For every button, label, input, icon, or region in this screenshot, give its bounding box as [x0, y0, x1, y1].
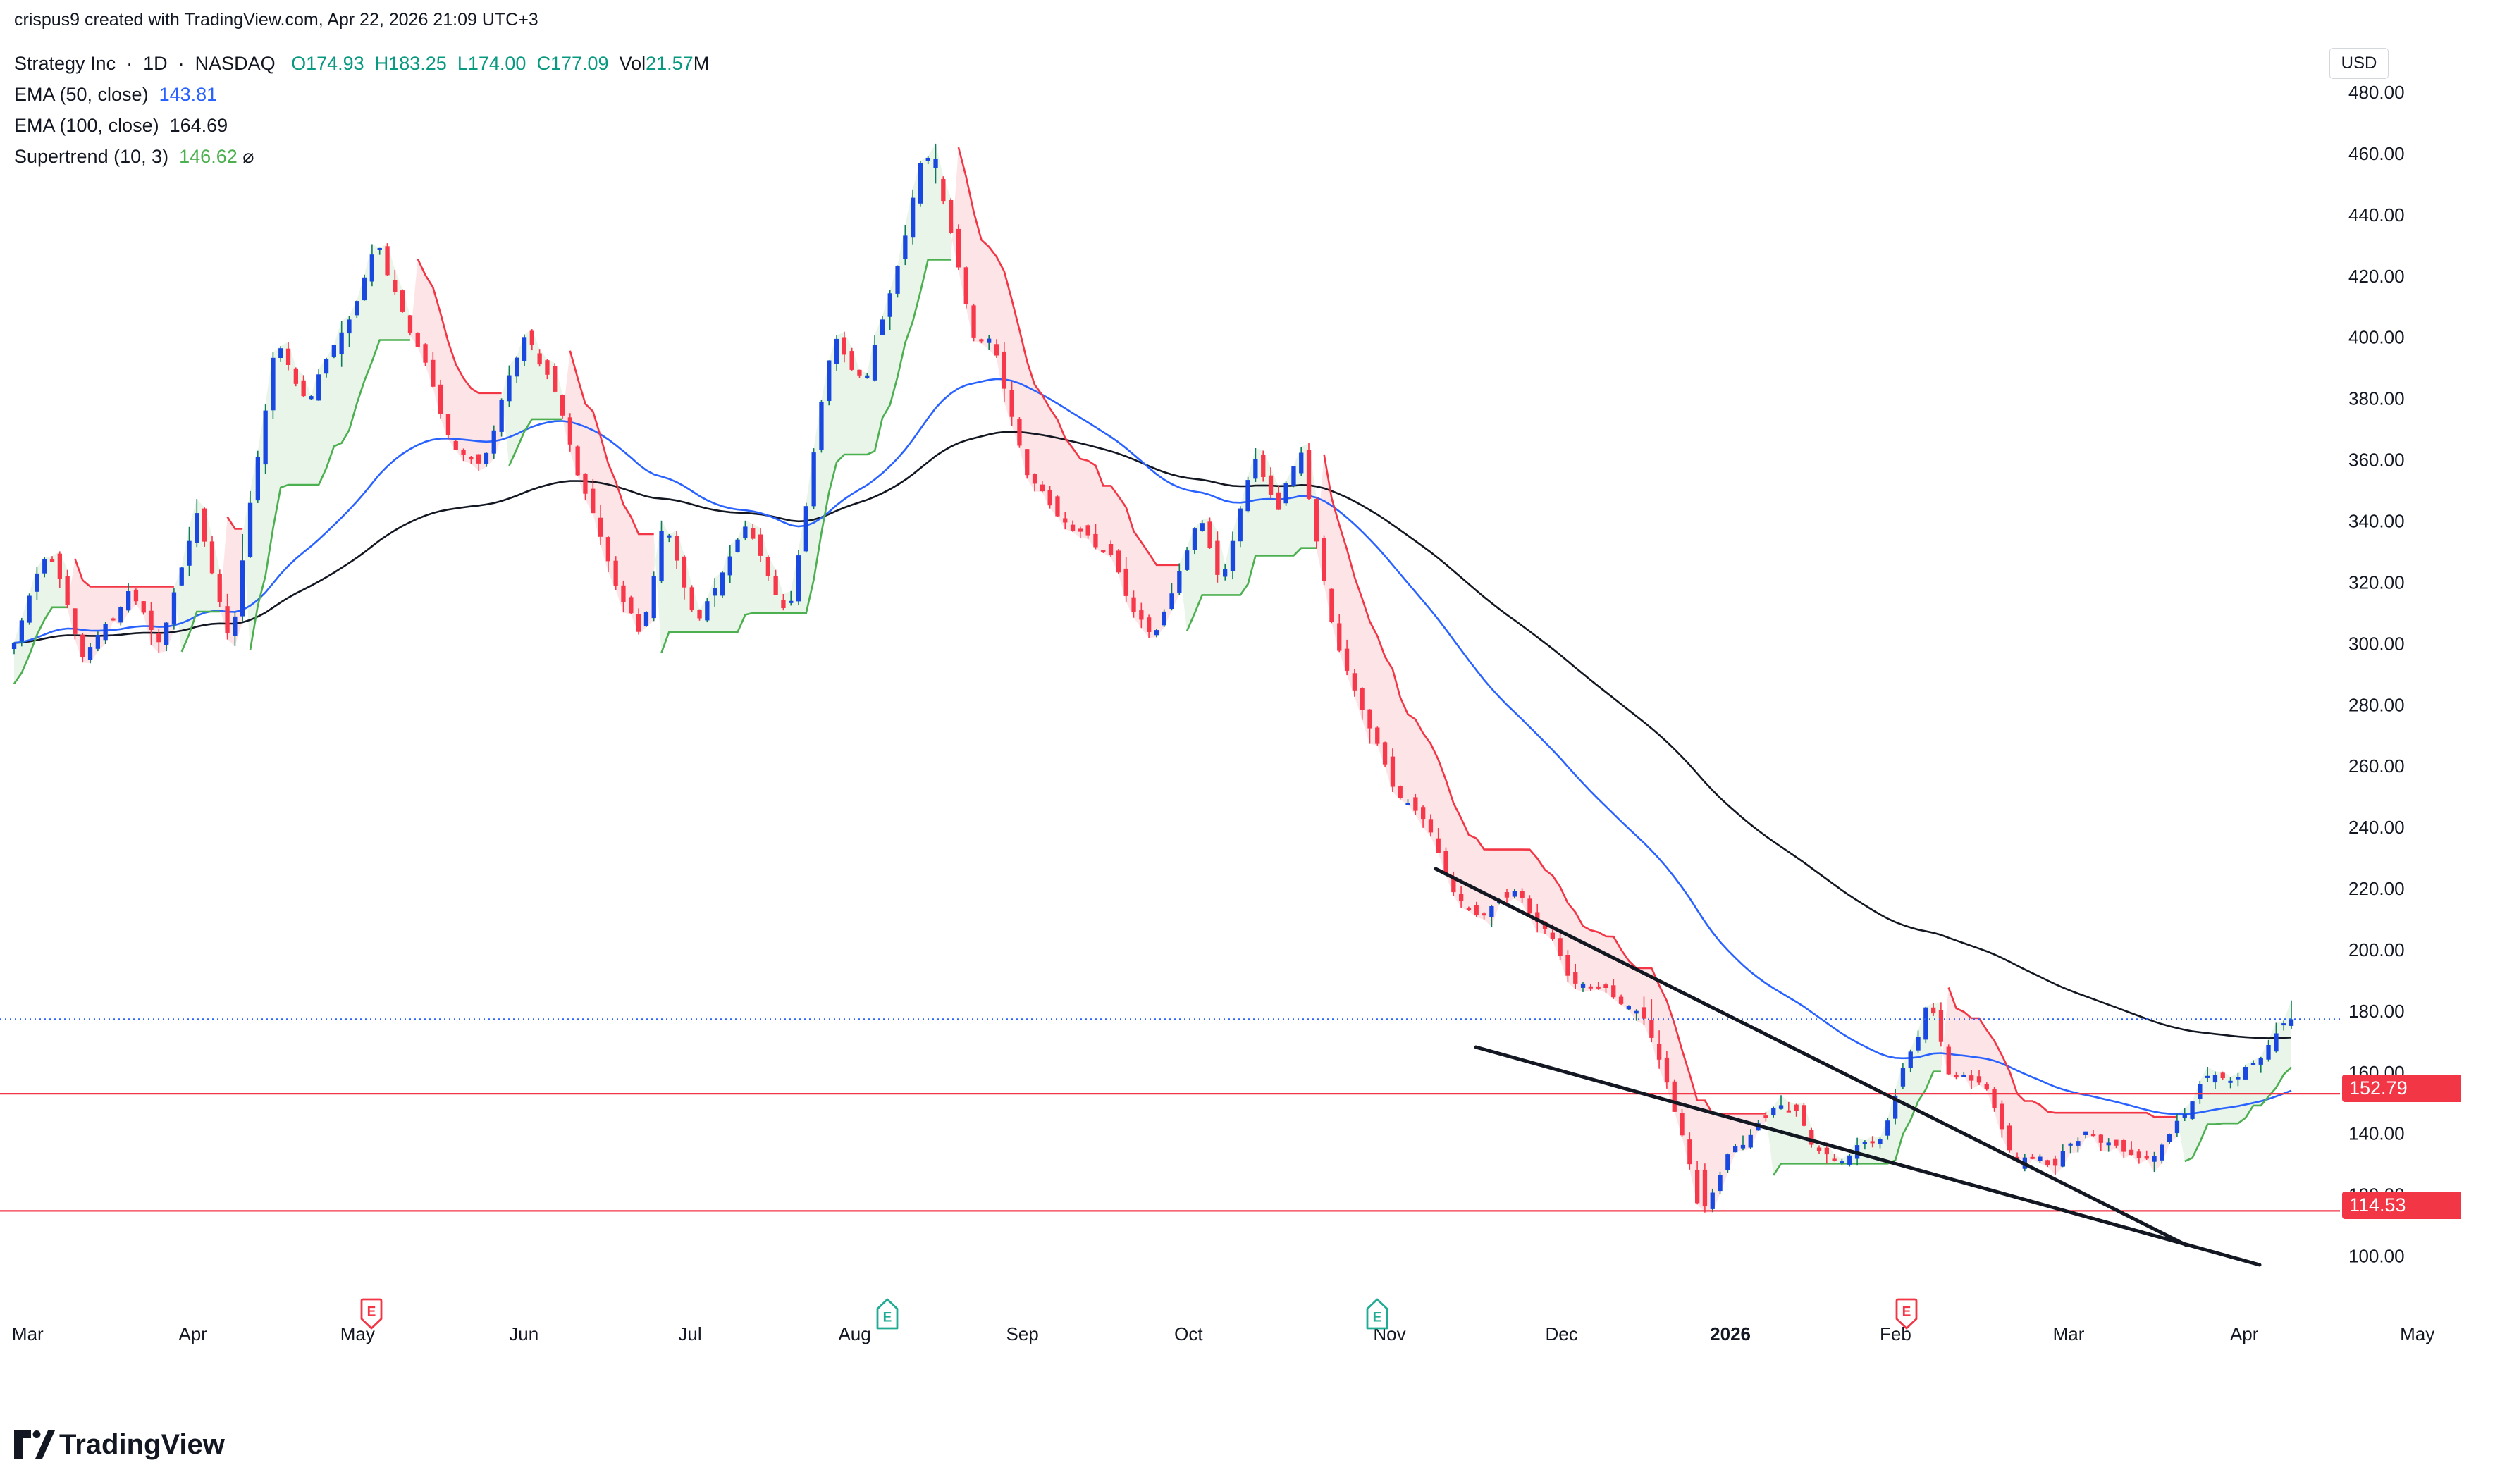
svg-text:460.00: 460.00	[2348, 143, 2405, 164]
svg-text:380.00: 380.00	[2348, 388, 2405, 409]
svg-text:400.00: 400.00	[2348, 327, 2405, 348]
svg-text:360.00: 360.00	[2348, 450, 2405, 471]
svg-text:E: E	[1902, 1304, 1911, 1319]
svg-text:140.00: 140.00	[2348, 1123, 2405, 1144]
svg-text:340.00: 340.00	[2348, 511, 2405, 532]
svg-text:May: May	[2400, 1323, 2434, 1344]
svg-text:320.00: 320.00	[2348, 571, 2405, 593]
svg-text:260.00: 260.00	[2348, 755, 2405, 777]
svg-text:Oct: Oct	[1174, 1323, 1203, 1344]
svg-text:Mar: Mar	[12, 1323, 44, 1344]
svg-text:Jul: Jul	[678, 1323, 701, 1344]
svg-text:420.00: 420.00	[2348, 266, 2405, 287]
svg-text:200.00: 200.00	[2348, 939, 2405, 960]
svg-text:E: E	[1373, 1311, 1382, 1325]
svg-text:240.00: 240.00	[2348, 817, 2405, 838]
svg-text:300.00: 300.00	[2348, 633, 2405, 654]
svg-text:220.00: 220.00	[2348, 878, 2405, 899]
svg-text:Apr: Apr	[2230, 1323, 2259, 1344]
svg-text:Dec: Dec	[1545, 1323, 1577, 1344]
svg-text:180.00: 180.00	[2348, 1001, 2405, 1022]
svg-text:Aug: Aug	[838, 1323, 870, 1344]
svg-text:E: E	[367, 1304, 376, 1319]
svg-text:100.00: 100.00	[2348, 1246, 2405, 1267]
svg-text:280.00: 280.00	[2348, 694, 2405, 715]
svg-text:2026: 2026	[1710, 1323, 1751, 1344]
svg-text:440.00: 440.00	[2348, 204, 2405, 225]
svg-text:Apr: Apr	[178, 1323, 207, 1344]
svg-text:480.00: 480.00	[2348, 82, 2405, 103]
svg-text:Jun: Jun	[509, 1323, 538, 1344]
svg-text:Sep: Sep	[1006, 1323, 1038, 1344]
svg-text:E: E	[883, 1311, 892, 1325]
svg-text:Mar: Mar	[2053, 1323, 2085, 1344]
